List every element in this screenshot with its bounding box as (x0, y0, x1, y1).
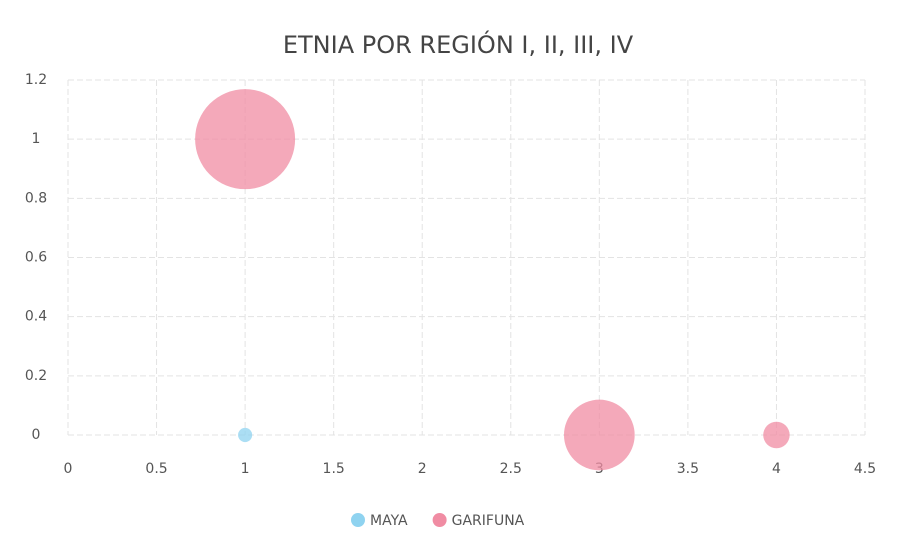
x-tick-label: 1.5 (323, 461, 345, 477)
bubble (763, 421, 790, 449)
y-tick-label: 1 (32, 131, 41, 147)
bubble (238, 427, 253, 443)
x-tick-label: 2.5 (500, 461, 522, 477)
legend-swatch (432, 513, 447, 527)
y-tick-label: 0.2 (25, 368, 47, 384)
bubble (195, 89, 296, 190)
legend-swatch (351, 513, 365, 527)
x-tick-label: 2 (418, 461, 427, 477)
y-tick-label: 0.6 (25, 250, 47, 266)
y-tick-label: 1.2 (25, 72, 47, 88)
x-tick-label: 3.5 (677, 461, 699, 477)
legend-label: MAYA (370, 513, 408, 529)
y-tick-label: 0.8 (25, 190, 47, 206)
x-tick-label: 4.5 (854, 461, 876, 477)
bubble (563, 399, 635, 471)
x-tick-label: 4 (772, 461, 781, 477)
x-tick-label: 0.5 (145, 461, 167, 477)
x-tick-label: 1 (241, 461, 250, 477)
x-tick-label: 0 (64, 461, 73, 477)
chart-title: ETNIA POR REGIÓN I, II, III, IV (283, 29, 634, 59)
y-tick-label: 0 (32, 427, 41, 443)
legend-label: GARIFUNA (452, 513, 525, 529)
y-tick-label: 0.4 (25, 309, 47, 325)
